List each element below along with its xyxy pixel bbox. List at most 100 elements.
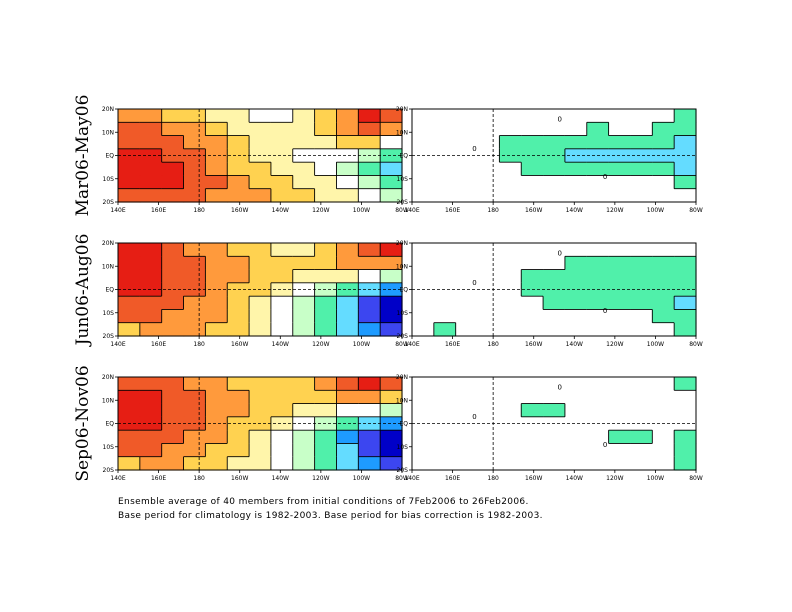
mar06-may06-anomaly-cell — [608, 162, 632, 177]
sep06-nov06-total-field-cell — [249, 443, 272, 458]
jun06-aug06-anomaly-cell — [543, 256, 566, 271]
sep06-nov06-total-field-cell — [139, 430, 163, 445]
jun06-aug06-total-field-cell — [292, 269, 316, 284]
jun06-aug06-anomaly-cell — [521, 269, 544, 284]
jun06-aug06-total-field-cell — [205, 269, 228, 284]
mar06-may06-total-field-x-tick-label: 160E — [151, 207, 166, 214]
sep06-nov06-total-field-cell — [358, 430, 381, 445]
jun06-aug06-total-field-cell — [161, 296, 185, 311]
mar06-may06-total-field-cell — [336, 109, 359, 123]
sep06-nov06-anomaly-cell — [652, 390, 675, 405]
sep06-nov06-anomaly-cell — [674, 443, 697, 458]
jun06-aug06-anomaly-cell — [412, 296, 435, 311]
sep06-nov06-anomaly-cell — [543, 377, 566, 391]
sep06-nov06-anomaly-cell — [543, 443, 566, 458]
sep06-nov06-total-field-cell — [205, 430, 228, 445]
sep06-nov06-anomaly-cell — [412, 430, 435, 445]
jun06-aug06-anomaly-cell — [674, 322, 697, 337]
jun06-aug06-anomaly-cell — [630, 256, 653, 271]
sep06-nov06-total-field-cell — [336, 416, 359, 431]
jun06-aug06-anomaly-contours — [433, 255, 696, 336]
mar06-may06-anomaly-cell — [455, 162, 479, 177]
mar06-may06-anomaly-panel: 140E 160E 180 160W 140W 120W 100W 80W 20N 10N EQ 10… — [396, 106, 703, 214]
sep06-nov06-total-field-cell — [314, 390, 338, 405]
caption-line-1: Ensemble average of 40 members from init… — [118, 497, 529, 507]
mar06-may06-anomaly-cell — [630, 162, 653, 177]
mar06-may06-anomaly-cell — [652, 162, 675, 177]
mar06-may06-total-field-cell — [314, 162, 338, 177]
sep06-nov06-total-field-cell — [205, 390, 228, 405]
mar06-may06-total-field-y-tick-label: 10S — [103, 176, 115, 183]
jun06-aug06-anomaly-cell — [630, 322, 653, 337]
sep06-nov06-anomaly-cell — [455, 377, 479, 391]
jun06-aug06-total-field-cell — [292, 256, 316, 271]
sep06-nov06-total-field-cell — [270, 377, 294, 391]
mar06-may06-anomaly-cell — [521, 135, 544, 150]
mar06-may06-total-field-cell — [139, 122, 163, 137]
sep06-nov06-anomaly-cell — [521, 443, 544, 458]
sep06-nov06-anomaly-cell — [564, 377, 588, 391]
jun06-aug06-anomaly-cell — [499, 282, 522, 297]
mar06-may06-total-field-cell — [249, 135, 272, 150]
mar06-may06-total-field-cell — [205, 162, 228, 177]
sep06-nov06-anomaly-cell — [630, 443, 653, 458]
jun06-aug06-anomaly-cell — [674, 309, 697, 324]
sep06-nov06-anomaly-cell — [455, 456, 479, 471]
mar06-may06-total-field-cell — [292, 162, 316, 177]
sep06-nov06-anomaly-cell — [499, 456, 522, 471]
mar06-may06-anomaly-cell — [543, 122, 566, 137]
sep06-nov06-anomaly-cell — [586, 443, 610, 458]
sep06-nov06-total-field-cell — [358, 390, 381, 405]
sep06-nov06-anomaly-cell — [674, 390, 697, 405]
mar06-may06-anomaly-y-tick-label: 20N — [396, 106, 408, 113]
mar06-may06-total-field-cell — [139, 109, 163, 123]
mar06-may06-anomaly-cell — [499, 122, 522, 137]
mar06-may06-total-field-cell — [205, 148, 228, 163]
mar06-may06-anomaly-cell — [412, 188, 435, 203]
mar06-may06-anomaly-x-tick-label: 160E — [445, 207, 460, 214]
jun06-aug06-anomaly-cell — [586, 243, 610, 257]
mar06-may06-anomaly-cell — [608, 175, 632, 190]
sep06-nov06-anomaly-cell — [433, 416, 457, 431]
sep06-nov06-total-field-cell — [292, 377, 316, 391]
mar06-may06-anomaly-cell — [674, 188, 697, 203]
mar06-may06-anomaly-cell — [652, 188, 675, 203]
sep06-nov06-total-field-x-tick-label: 160E — [151, 475, 166, 482]
sep06-nov06-anomaly-y-tick-label: EQ — [399, 421, 408, 428]
jun06-aug06-anomaly-cell — [433, 269, 457, 284]
jun06-aug06-total-field-cell — [205, 322, 228, 337]
jun06-aug06-total-field-cell — [380, 243, 403, 257]
sep06-nov06-anomaly-cell — [477, 430, 500, 445]
mar06-may06-anomaly-cell — [455, 109, 479, 123]
sep06-nov06-anomaly-cell — [652, 377, 675, 391]
jun06-aug06-total-field-cell — [161, 282, 185, 297]
sep06-nov06-total-field-cell — [249, 456, 272, 471]
sep06-nov06-total-field-cell — [380, 443, 403, 458]
sep06-nov06-anomaly-cell — [674, 456, 697, 471]
sep06-nov06-total-field-cell — [183, 403, 206, 418]
jun06-aug06-total-field-cell — [270, 282, 294, 297]
jun06-aug06-anomaly-cell — [674, 243, 697, 257]
jun06-aug06-anomaly-cell — [586, 256, 610, 271]
jun06-aug06-total-field-cell — [380, 282, 403, 297]
jun06-aug06-total-field-cell — [358, 296, 381, 311]
sep06-nov06-total-field-cell — [205, 416, 228, 431]
mar06-may06-total-field-cell — [270, 175, 294, 190]
sep06-nov06-anomaly-x-tick-label: 100W — [647, 475, 664, 482]
mar06-may06-anomaly-cell — [543, 188, 566, 203]
sep06-nov06-total-field-cell — [336, 430, 359, 445]
mar06-may06-total-field-cell — [380, 188, 403, 203]
mar06-may06-total-field-cell — [358, 122, 381, 137]
jun06-aug06-total-field-cell — [118, 296, 141, 311]
jun06-aug06-total-field-cell — [336, 282, 359, 297]
sep06-nov06-anomaly-cell — [674, 377, 697, 391]
jun06-aug06-anomaly-cell — [499, 269, 522, 284]
sep06-nov06-total-field-cell — [336, 403, 359, 418]
mar06-may06-anomaly-contour-label: 0 — [557, 115, 561, 123]
mar06-may06-anomaly-cell — [674, 162, 697, 177]
mar06-may06-total-field-y-tick-label: EQ — [105, 153, 114, 160]
jun06-aug06-anomaly-cell — [630, 282, 653, 297]
jun06-aug06-total-field-contours — [118, 243, 402, 336]
mar06-may06-total-field-cell — [118, 175, 141, 190]
